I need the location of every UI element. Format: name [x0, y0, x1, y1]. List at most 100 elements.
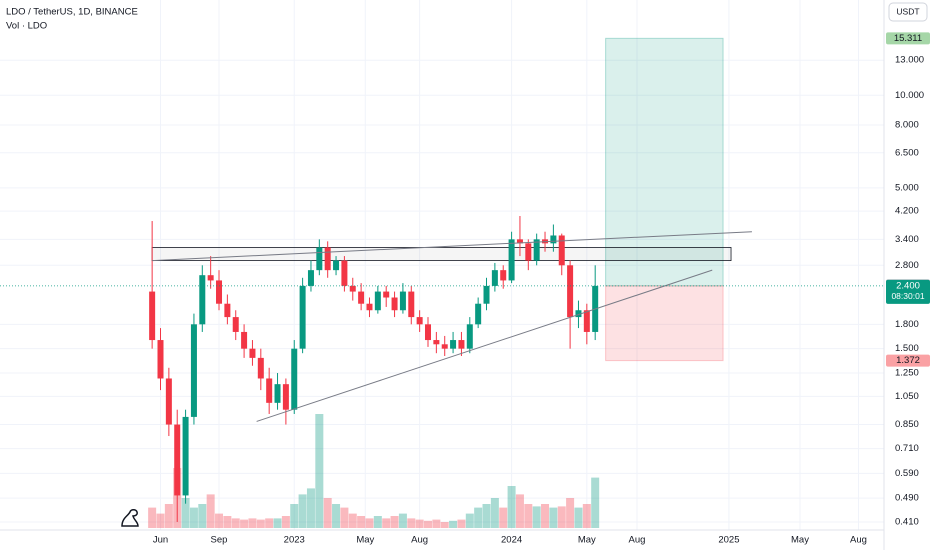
- price-label-box: [886, 32, 930, 45]
- x-tick-label: May: [356, 535, 374, 546]
- volume-bar: [482, 504, 491, 528]
- volume-bar: [323, 498, 332, 528]
- volume-bar: [407, 518, 416, 528]
- volume-bar: [440, 522, 449, 528]
- candle-body: [424, 324, 431, 341]
- candle-body: [307, 270, 314, 286]
- candle-body: [399, 291, 406, 311]
- x-tick-label: Aug: [850, 535, 867, 546]
- candle-body: [149, 291, 156, 341]
- candle-body: [182, 416, 189, 496]
- zone-rectangle: [151, 247, 732, 262]
- x-tick-label: Jun: [153, 535, 168, 546]
- currency-button[interactable]: [888, 2, 928, 22]
- volume-bar: [541, 504, 550, 528]
- volume-bar: [265, 518, 274, 528]
- candle-body: [190, 324, 197, 417]
- candle-body: [450, 340, 457, 349]
- volume-bar: [357, 516, 366, 528]
- x-tick-label: 2023: [284, 535, 305, 546]
- y-tick-label: 10.000: [895, 90, 924, 101]
- volume-bar: [206, 494, 215, 528]
- price-label: 2.400: [896, 280, 920, 291]
- volume-bar: [298, 494, 307, 528]
- volume-bar: [373, 516, 382, 528]
- candle-body: [516, 239, 523, 244]
- volume-bar: [532, 506, 541, 528]
- candle-body: [232, 317, 239, 332]
- volume-bar: [490, 498, 499, 528]
- volume-bar: [348, 513, 357, 528]
- candle-body: [583, 310, 590, 332]
- candle-body: [575, 310, 582, 318]
- volume-bar: [382, 518, 391, 528]
- candle-body: [257, 357, 264, 379]
- volume-bar: [231, 518, 240, 528]
- candle-body: [316, 247, 323, 271]
- volume-bar: [189, 507, 198, 528]
- y-tick-label: 0.590: [895, 468, 919, 479]
- y-tick-label: 1.500: [895, 343, 919, 354]
- volume-bar: [148, 507, 157, 528]
- volume-bar: [415, 519, 424, 528]
- candle-body: [391, 297, 398, 311]
- volume-bar: [256, 519, 265, 528]
- y-tick-label: 0.490: [895, 493, 919, 504]
- volume-legend: Vol · LDO: [6, 21, 47, 32]
- volume-bar: [566, 498, 575, 528]
- price-label-box: [886, 354, 930, 367]
- volume-bar: [215, 513, 224, 528]
- y-tick-label: 13.000: [895, 55, 924, 66]
- y-tick-label: 3.400: [895, 234, 919, 245]
- volume-bar: [306, 488, 315, 528]
- candle-body: [282, 384, 289, 410]
- y-tick-label: 4.200: [895, 206, 919, 217]
- candle-body: [475, 303, 482, 325]
- volume-bar: [557, 506, 566, 528]
- trendline: [256, 269, 713, 422]
- candle-body: [249, 348, 256, 358]
- volume-bar: [390, 516, 399, 528]
- volume-bar: [290, 504, 299, 528]
- volume-bar: [457, 519, 466, 528]
- y-tick-label: 1.800: [895, 319, 919, 330]
- candle-body: [491, 270, 498, 286]
- volume-bar: [591, 477, 600, 528]
- candle-body: [241, 331, 248, 349]
- candle-body: [441, 344, 448, 349]
- price-label: 1.372: [896, 355, 920, 366]
- x-tick-label: Aug: [411, 535, 428, 546]
- volume-bar: [474, 507, 483, 528]
- candle-body: [216, 280, 223, 304]
- profit-zone: [605, 37, 724, 287]
- candle-body: [466, 324, 473, 349]
- volume-bar: [574, 507, 583, 528]
- y-tick-label: 0.410: [895, 516, 919, 527]
- volume-bar: [248, 518, 257, 528]
- plot-area: [0, 0, 884, 530]
- price-label: 15.311: [894, 33, 922, 44]
- volume-bar: [240, 519, 249, 528]
- candle-body: [291, 348, 298, 410]
- x-tick-label: May: [578, 535, 596, 546]
- candle-body: [299, 285, 306, 349]
- volume-bar: [398, 513, 407, 528]
- candle-body: [324, 247, 331, 271]
- y-tick-label: 1.250: [895, 368, 919, 379]
- price-label-box: [886, 279, 930, 304]
- candle-body: [408, 291, 415, 318]
- volume-bar: [181, 498, 190, 528]
- volume-bar: [315, 414, 324, 528]
- y-tick-label: 1.050: [895, 391, 919, 402]
- volume-bar: [582, 504, 591, 528]
- x-tick-label: Sep: [211, 535, 228, 546]
- volume-bar: [340, 507, 349, 528]
- logo-icon: [121, 509, 139, 527]
- candle-body: [433, 340, 440, 345]
- candle-body: [550, 235, 557, 244]
- volume-bar: [164, 504, 173, 528]
- volume-bar: [465, 513, 474, 528]
- volume-bar: [273, 518, 282, 528]
- candle-body: [341, 260, 348, 286]
